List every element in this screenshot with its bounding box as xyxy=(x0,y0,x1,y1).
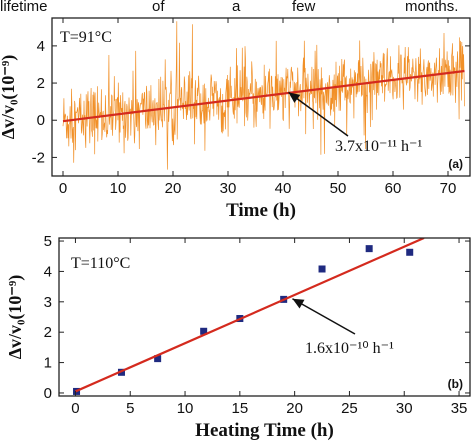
y-axis-label: Δv/v₀(10⁻⁹) xyxy=(5,275,26,360)
annotation-arrow xyxy=(292,298,356,335)
data-point xyxy=(200,327,208,335)
annotation-arrow xyxy=(288,91,349,137)
x-tick-label: 20 xyxy=(165,180,182,197)
caption-word: few xyxy=(292,0,316,15)
x-tick-label: 20 xyxy=(286,400,303,417)
y-axis-label: Δv/v₀(10⁻⁹) xyxy=(0,55,19,140)
x-tick-label: 0 xyxy=(59,180,67,197)
y-tick-label: 2 xyxy=(37,75,45,92)
y-tick-label: 3 xyxy=(44,294,52,311)
panel-b: 0 5 10 15 20 25 30 35 0 1 2 3 4 5 Heating Time (h) Δv/v… xyxy=(5,233,471,441)
data-point xyxy=(154,355,162,363)
y-tick-label: 0 xyxy=(37,112,45,129)
x-tick-label: 0 xyxy=(71,400,79,417)
y-tick-label: 1 xyxy=(44,355,52,372)
caption-word: lifetime xyxy=(0,0,48,15)
y-tick-label: 4 xyxy=(37,38,45,55)
y-tick-label: 2 xyxy=(44,324,52,341)
x-tick-label: 35 xyxy=(451,400,468,417)
x-tick-label: 10 xyxy=(110,180,127,197)
slope-annotation: 3.7x10⁻¹¹ h⁻¹ xyxy=(335,138,422,155)
y-tick-label: 5 xyxy=(44,233,52,250)
plot-area xyxy=(62,21,465,170)
x-axis-label: Time (h) xyxy=(226,200,296,221)
caption-fragment: lifetime of a few months. xyxy=(0,0,474,18)
panel-a: 0 10 20 30 40 50 60 70 -2 0 2 4 Time (h) Δv/v₀(10⁻⁹) T… xyxy=(0,17,471,221)
noisy-data-series xyxy=(62,21,465,170)
y-tick-label: -2 xyxy=(32,149,45,166)
data-point xyxy=(318,265,326,273)
plot-area xyxy=(73,238,425,395)
y-tick-label: 0 xyxy=(44,385,52,402)
caption-word: months. xyxy=(405,0,459,15)
caption-word: a xyxy=(232,0,241,15)
panel-label: (a) xyxy=(448,157,463,171)
x-tick-label: 50 xyxy=(330,180,347,197)
x-tick-label: 15 xyxy=(231,400,248,417)
panel-label: (b) xyxy=(448,377,463,391)
x-tick-label: 70 xyxy=(440,180,457,197)
x-tick-label: 30 xyxy=(220,180,237,197)
x-tick-label: 40 xyxy=(275,180,292,197)
linear-fit-line xyxy=(74,238,425,393)
data-point xyxy=(365,245,373,253)
annotation-arrowhead xyxy=(288,92,301,103)
slope-annotation: 1.6x10⁻¹⁰ h⁻¹ xyxy=(305,340,394,357)
annotation-arrowhead xyxy=(292,298,305,309)
x-tick-label: 25 xyxy=(341,400,358,417)
x-axis-label: Heating Time (h) xyxy=(195,420,334,441)
y-tick-label: 4 xyxy=(44,263,52,280)
temperature-annotation: T=91°C xyxy=(60,29,112,46)
linear-fit-line xyxy=(62,69,465,123)
x-tick-label: 5 xyxy=(126,400,134,417)
x-tick-label: 10 xyxy=(177,400,194,417)
x-tick-label: 60 xyxy=(385,180,402,197)
temperature-annotation: T=110°C xyxy=(71,255,130,272)
x-tick-label: 30 xyxy=(396,400,413,417)
plot-frame xyxy=(51,17,471,177)
data-point xyxy=(406,248,414,256)
caption-word: of xyxy=(152,0,165,15)
plot-frame xyxy=(58,237,471,397)
